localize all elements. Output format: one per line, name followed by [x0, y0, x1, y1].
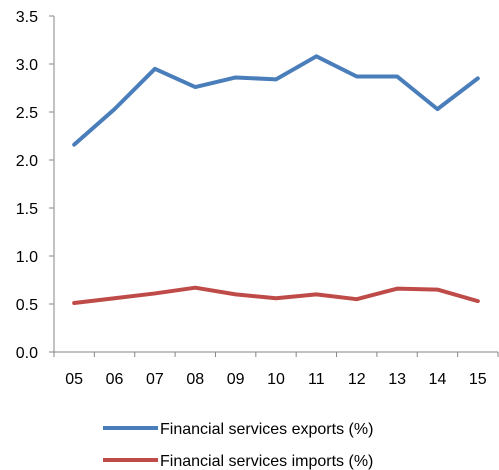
y-axis-ticks: 0.0 0.5 1.0 1.5 2.0 2.5 3.0 3.5	[16, 9, 54, 362]
y-tick-label: 2.0	[16, 153, 38, 170]
y-tick-label: 2.5	[16, 105, 38, 122]
y-tick-label: 3.5	[16, 9, 38, 26]
series-lines	[72, 54, 480, 306]
y-tick-label: 1.5	[16, 201, 38, 218]
x-tick-label: 12	[348, 371, 366, 388]
y-tick-label: 1.0	[16, 249, 38, 266]
x-axis-ticks: 05 06 07 08 09 10 11 12 13 14 15	[53, 352, 499, 388]
x-tick-label: 13	[388, 371, 406, 388]
x-tick-label: 14	[429, 371, 447, 388]
x-tick-label: 05	[65, 371, 83, 388]
x-tick-label: 07	[146, 371, 164, 388]
x-tick-label: 06	[106, 371, 124, 388]
x-tick-label: 10	[267, 371, 285, 388]
series-line-exports	[72, 54, 480, 147]
y-tick-label: 0.5	[16, 297, 38, 314]
x-tick-label: 08	[186, 371, 204, 388]
plot-area: 0.0 0.5 1.0 1.5 2.0 2.5 3.0 3.5 05 06 07 08 09 10 11 1…	[16, 9, 499, 388]
series-line-imports	[72, 285, 480, 306]
y-tick-label: 3.0	[16, 57, 38, 74]
x-tick-label: 15	[469, 371, 487, 388]
x-tick-label: 09	[227, 371, 245, 388]
x-tick-label: 11	[308, 371, 325, 388]
legend: Financial services exports (%) Financial …	[103, 421, 373, 470]
legend-label: Financial services imports (%)	[160, 453, 373, 470]
y-tick-label: 0.0	[16, 345, 38, 362]
legend-label: Financial services exports (%)	[160, 421, 373, 438]
